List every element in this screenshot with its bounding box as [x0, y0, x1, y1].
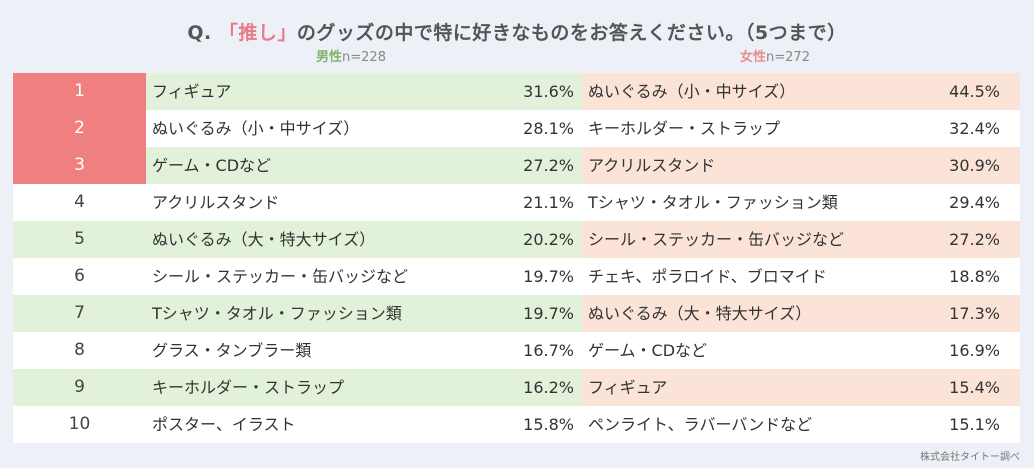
- table-row: 10 ポスター、イラスト 15.8% ペンライト、ラバーバンドなど 15.1%: [13, 406, 1020, 443]
- male-item-percent: 31.6%: [523, 82, 574, 101]
- male-item-label: フィギュア: [152, 82, 232, 101]
- top3-highlight: [13, 73, 146, 184]
- male-label: 男性: [316, 50, 343, 65]
- title-highlight: 「推し」: [218, 22, 297, 44]
- female-cell: フィギュア 15.4%: [582, 369, 1020, 406]
- male-item-percent: 27.2%: [523, 156, 574, 175]
- ranking-table: 1 フィギュア 31.6% ぬいぐるみ（小・中サイズ） 44.5% 2 ぬいぐるみ（小・中サ…: [13, 73, 1020, 443]
- female-header: 女性n=272: [740, 46, 810, 65]
- male-n: n=228: [342, 50, 386, 65]
- female-item-percent: 29.4%: [949, 193, 1000, 212]
- female-cell: シール・ステッカー・缶バッジなど 27.2%: [582, 221, 1020, 258]
- male-item-label: Tシャツ・タオル・ファッション類: [152, 304, 402, 323]
- table-row: 8 グラス・タンブラー類 16.7% ゲーム・CDなど 16.9%: [13, 332, 1020, 369]
- male-item-label: シール・ステッカー・缶バッジなど: [152, 267, 409, 286]
- female-cell: ぬいぐるみ（大・特大サイズ） 17.3%: [582, 295, 1020, 332]
- chart-title: Q. 「推し」のグッズの中で特に好きなものをお答えください。（5つまで）: [0, 18, 1034, 45]
- male-item-percent: 28.1%: [523, 119, 574, 138]
- female-item-percent: 18.8%: [949, 267, 1000, 286]
- male-item-percent: 19.7%: [523, 304, 574, 323]
- table-row: 2 ぬいぐるみ（小・中サイズ） 28.1% キーホルダー・ストラップ 32.4%: [13, 110, 1020, 147]
- male-item-label: キーホルダー・ストラップ: [152, 378, 345, 397]
- male-cell: ゲーム・CDなど 27.2%: [146, 147, 582, 184]
- female-cell: Tシャツ・タオル・ファッション類 29.4%: [582, 184, 1020, 221]
- rank-number: 7: [13, 295, 146, 332]
- female-cell: チェキ、ポラロイド、ブロマイド 18.8%: [582, 258, 1020, 295]
- rank-number: 8: [74, 340, 85, 360]
- male-item-label: ゲーム・CDなど: [152, 156, 272, 175]
- rank-number: 3: [74, 155, 85, 175]
- female-item-percent: 44.5%: [949, 82, 1000, 101]
- table-row: 5 ぬいぐるみ（大・特大サイズ） 20.2% シール・ステッカー・缶バッジなど 27.2…: [13, 221, 1020, 258]
- table-row: 6 シール・ステッカー・缶バッジなど 19.7% チェキ、ポラロイド、ブロマイド 18.…: [13, 258, 1020, 295]
- male-cell: ポスター、イラスト 15.8%: [146, 406, 582, 443]
- male-cell: キーホルダー・ストラップ 16.2%: [146, 369, 582, 406]
- male-item-label: アクリルスタンド: [152, 193, 280, 212]
- male-item-label: ぬいぐるみ（小・中サイズ）: [152, 119, 360, 138]
- male-cell: シール・ステッカー・缶バッジなど 19.7%: [146, 258, 582, 295]
- rank-number: 2: [74, 118, 85, 138]
- female-item-percent: 27.2%: [949, 230, 1000, 249]
- rank-number: 5: [13, 221, 146, 258]
- male-item-label: ぬいぐるみ（大・特大サイズ）: [152, 230, 376, 249]
- female-cell: ペンライト、ラバーバンドなど 15.1%: [582, 406, 1020, 443]
- title-rest: のグッズの中で特に好きなものをお答えください。（5つまで）: [296, 22, 847, 44]
- female-n: n=272: [766, 50, 810, 65]
- female-item-percent: 30.9%: [949, 156, 1000, 175]
- title-prefix: Q.: [187, 22, 212, 44]
- male-cell: グラス・タンブラー類 16.7%: [146, 332, 582, 369]
- table-row: 4 アクリルスタンド 21.1% Tシャツ・タオル・ファッション類 29.4%: [13, 184, 1020, 221]
- female-item-label: チェキ、ポラロイド、ブロマイド: [588, 267, 827, 286]
- source-credit: 株式会社タイトー調べ: [920, 452, 1020, 463]
- male-cell: アクリルスタンド 21.1%: [146, 184, 582, 221]
- female-item-percent: 17.3%: [949, 304, 1000, 323]
- table-row: 1 フィギュア 31.6% ぬいぐるみ（小・中サイズ） 44.5%: [13, 73, 1020, 110]
- male-cell: ぬいぐるみ（大・特大サイズ） 20.2%: [146, 221, 582, 258]
- male-item-percent: 20.2%: [523, 230, 574, 249]
- female-item-percent: 32.4%: [949, 119, 1000, 138]
- male-cell: Tシャツ・タオル・ファッション類 19.7%: [146, 295, 582, 332]
- male-item-percent: 19.7%: [523, 267, 574, 286]
- female-item-percent: 16.9%: [949, 341, 1000, 360]
- female-item-label: アクリルスタンド: [588, 156, 716, 175]
- male-cell: フィギュア 31.6%: [146, 73, 582, 110]
- male-item-percent: 21.1%: [523, 193, 574, 212]
- table-row: 9 キーホルダー・ストラップ 16.2% フィギュア 15.4%: [13, 369, 1020, 406]
- female-item-label: Tシャツ・タオル・ファッション類: [588, 193, 838, 212]
- female-item-label: ぬいぐるみ（大・特大サイズ）: [588, 304, 812, 323]
- female-cell: キーホルダー・ストラップ 32.4%: [582, 110, 1020, 147]
- rank-number: 10: [68, 414, 91, 434]
- male-item-label: ポスター、イラスト: [152, 415, 296, 434]
- female-item-percent: 15.4%: [949, 378, 1000, 397]
- rank-number: 6: [74, 266, 85, 286]
- male-item-percent: 16.7%: [523, 341, 574, 360]
- female-item-label: フィギュア: [588, 378, 668, 397]
- table-row: 3 ゲーム・CDなど 27.2% アクリルスタンド 30.9%: [13, 147, 1020, 184]
- female-cell: ゲーム・CDなど 16.9%: [582, 332, 1020, 369]
- rank-number: 9: [13, 369, 146, 406]
- male-item-percent: 16.2%: [523, 378, 574, 397]
- male-item-percent: 15.8%: [523, 415, 574, 434]
- male-header: 男性n=228: [316, 46, 386, 65]
- male-item-label: グラス・タンブラー類: [152, 341, 312, 360]
- female-cell: ぬいぐるみ（小・中サイズ） 44.5%: [582, 73, 1020, 110]
- female-label: 女性: [740, 50, 767, 65]
- rank-number: 1: [74, 81, 85, 101]
- female-cell: アクリルスタンド 30.9%: [582, 147, 1020, 184]
- female-item-label: ゲーム・CDなど: [588, 341, 708, 360]
- male-cell: ぬいぐるみ（小・中サイズ） 28.1%: [146, 110, 582, 147]
- female-item-label: ぬいぐるみ（小・中サイズ）: [588, 82, 796, 101]
- table-row: 7 Tシャツ・タオル・ファッション類 19.7% ぬいぐるみ（大・特大サイズ） 17.3…: [13, 295, 1020, 332]
- female-item-label: ペンライト、ラバーバンドなど: [588, 415, 813, 434]
- rank-number: 4: [74, 192, 85, 212]
- female-item-percent: 15.1%: [949, 415, 1000, 434]
- female-item-label: シール・ステッカー・缶バッジなど: [588, 230, 845, 249]
- female-item-label: キーホルダー・ストラップ: [588, 119, 781, 138]
